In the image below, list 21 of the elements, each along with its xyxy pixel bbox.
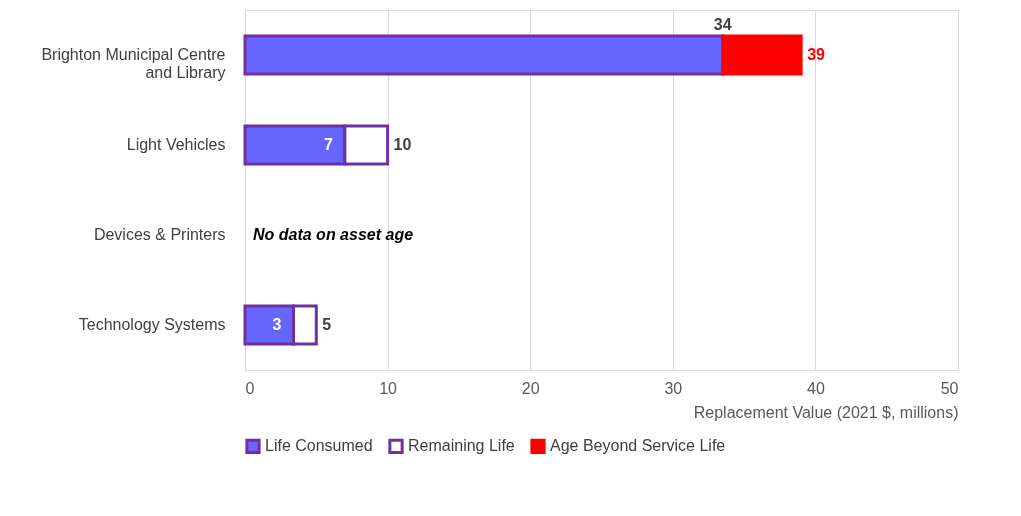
data-label: 7 (323, 136, 333, 153)
x-tick-label: 0 (245, 379, 255, 397)
x-tick-label: 20 (521, 379, 540, 397)
legend-label: Remaining Life (408, 437, 515, 455)
y-tick-label: Technology Systems (78, 316, 226, 333)
x-tick-label: 40 (807, 379, 825, 397)
y-tick-label: Brighton Municipal Centre and Library (41, 46, 226, 81)
data-label: 34 (713, 16, 732, 33)
data-label: 3 (272, 316, 282, 333)
total-label: 39 (807, 46, 826, 63)
total-label: 5 (322, 316, 332, 333)
legend-label: Age Beyond Service Life (550, 437, 726, 455)
x-tick-label: 10 (379, 379, 398, 397)
y-tick-label: Devices & Printers (93, 226, 226, 243)
total-label: 10 (393, 136, 412, 153)
x-tick-label: 30 (664, 379, 683, 397)
x-tick-label: 50 (940, 379, 959, 397)
annotation: No data on asset age (253, 226, 414, 243)
y-tick-label: Light Vehicles (126, 136, 226, 153)
legend-label: Life Consumed (265, 437, 373, 455)
x-axis-title: Replacement Value (2021 $, millions) (693, 403, 959, 421)
